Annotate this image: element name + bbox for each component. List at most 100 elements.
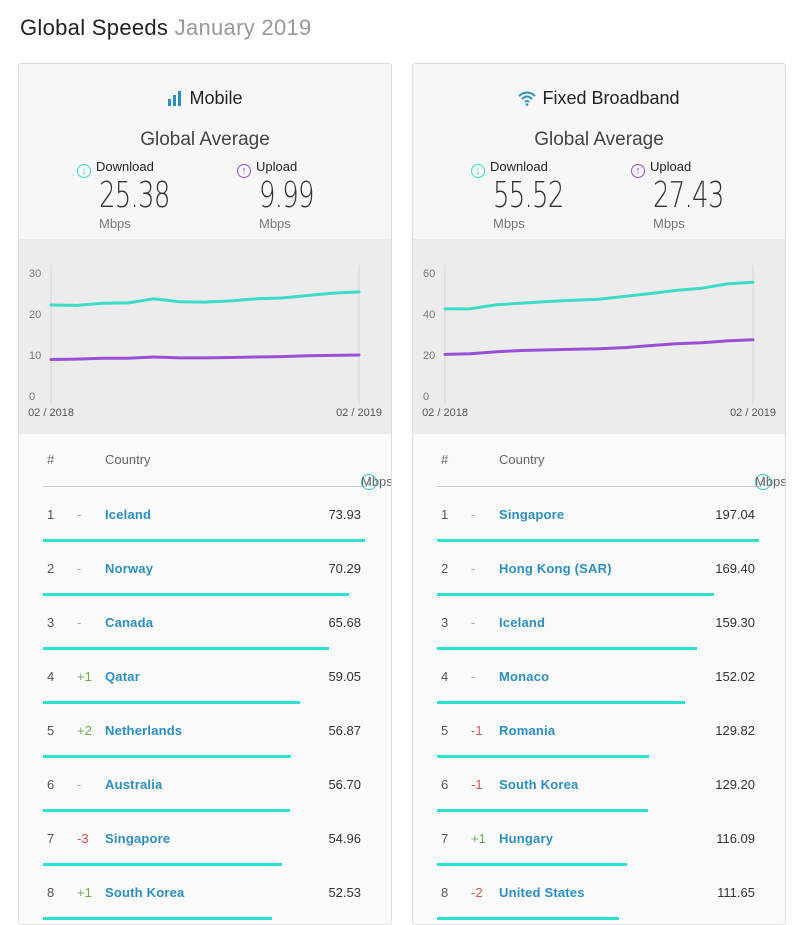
row-mbps: 54.96 [328,831,361,846]
broadband-download-unit: Mbps [493,216,525,231]
row-rank: 4 [441,669,449,684]
broadband-download-label: Download [490,159,548,174]
row-speed-bar [437,701,685,704]
list-item: 7 -3 Singapore 54.96 [19,821,391,875]
mobile-avg-title: Global Average [140,129,270,150]
broadband-upload-label: Upload [650,159,692,174]
row-country-link[interactable]: United States [499,885,585,900]
broadband-panel: Fixed Broadband Global Average ↓ Download… [412,63,786,925]
row-rank-change: - [471,561,476,576]
broadband-summary: Fixed Broadband Global Average ↓ Download… [413,64,785,240]
x-tick-label: 02 / 2019 [730,407,776,419]
row-rank-change: - [77,777,82,792]
row-mbps: 129.20 [715,777,755,792]
list-item: 5 -1 Romania 129.82 [413,713,785,767]
download-arrow-icon: ↓ [361,474,377,490]
country-column-header: Country [499,452,545,467]
row-country-link[interactable]: Romania [499,723,556,738]
broadband-line-chart: 0 20 40 60 02 / 2018 02 / 2019 [422,265,776,419]
row-rank: 8 [47,885,55,900]
list-item: 4 +1 Qatar 59.05 [19,659,391,713]
row-country-link[interactable]: Monaco [499,669,550,684]
row-rank: 5 [441,723,449,738]
row-rank: 1 [441,507,449,522]
row-rank: 4 [47,669,55,684]
list-item: 1 - Iceland 73.93 [19,497,391,551]
mobile-panel: Mobile Global Average ↓ Download 25.38 Mb… [18,63,392,925]
row-rank-change: -3 [77,831,89,846]
row-country-link[interactable]: Hungary [499,831,554,846]
row-country-link[interactable]: Netherlands [105,723,183,738]
row-rank-change: - [77,615,82,630]
row-country-link[interactable]: Australia [105,777,163,792]
mbps-header-label: Mbps [361,474,392,489]
y-tick-label: 20 [29,309,41,321]
x-tick-label: 02 / 2018 [422,407,468,419]
row-rank-change: +1 [471,831,486,846]
row-speed-bar [43,593,349,596]
broadband-title-text: Fixed Broadband [542,88,680,108]
y-tick-label: 60 [423,268,435,280]
row-rank-change: - [471,615,476,630]
list-item: 6 - Australia 56.70 [19,767,391,821]
row-rank-change: +2 [77,723,92,738]
x-tick-label: 02 / 2019 [336,407,382,419]
row-speed-bar [437,863,627,866]
upload-series-line [443,338,755,356]
row-mbps: 197.04 [715,507,755,522]
wifi-icon [518,91,537,106]
list-item: 2 - Norway 70.29 [19,551,391,605]
row-country-link[interactable]: Hong Kong (SAR) [499,561,612,576]
row-country-link[interactable]: South Korea [105,885,185,900]
row-mbps: 65.68 [328,615,361,630]
broadband-list-header: # Country ↓ Mbps [437,434,785,490]
mobile-upload-metric: ↑ Upload 9.99 Mbps [237,158,347,231]
row-rank-change: +1 [77,885,92,900]
upload-arrow-icon: ↑ [237,164,251,178]
mbps-header-label: Mbps [755,474,786,489]
y-tick-label: 20 [423,350,435,362]
row-country-link[interactable]: Singapore [105,831,171,846]
mobile-list-header: # Country ↓ Mbps [43,434,391,490]
download-arrow-icon: ↓ [755,474,771,490]
row-country-link[interactable]: Iceland [105,507,152,522]
upload-arrow-icon: ↑ [631,164,645,178]
row-rank-change: -1 [471,723,483,738]
row-country-link[interactable]: Canada [105,615,154,630]
row-speed-bar [43,755,291,758]
row-country-link[interactable]: Qatar [105,669,140,684]
country-column-header: Country [105,452,151,467]
row-rank: 7 [441,831,449,846]
row-country-link[interactable]: South Korea [499,777,579,792]
row-mbps: 73.93 [328,507,361,522]
broadband-download-metric: ↓ Download 55.52 Mbps [471,158,581,231]
upload-series-line [49,353,361,361]
row-rank: 2 [47,561,55,576]
row-mbps: 116.09 [716,831,755,846]
mobile-title-text: Mobile [189,88,243,108]
list-item: 6 -1 South Korea 129.20 [413,767,785,821]
row-speed-bar [43,809,290,812]
row-mbps: 152.02 [715,669,755,684]
mobile-upload-unit: Mbps [259,216,291,231]
download-series-line [49,290,361,307]
row-rank-change: - [77,507,82,522]
row-rank: 3 [47,615,55,630]
row-rank: 5 [47,723,55,738]
list-item: 8 +1 South Korea 52.53 [19,875,391,924]
row-country-link[interactable]: Iceland [499,615,546,630]
row-speed-bar [43,701,300,704]
row-speed-bar [43,917,272,920]
row-country-link[interactable]: Norway [105,561,154,576]
row-country-link[interactable]: Singapore [499,507,565,522]
row-speed-bar [437,917,619,920]
download-arrow-icon: ↓ [471,164,485,178]
broadband-avg-title: Global Average [534,129,664,150]
mobile-download-value: 25.38 [99,175,170,216]
list-item: 1 - Singapore 197.04 [413,497,785,551]
mobile-speed-chart: 0 10 20 30 02 / 2018 02 / 2019 [19,240,391,434]
row-mbps: 56.87 [328,723,361,738]
row-mbps: 169.40 [715,561,755,576]
list-item: 4 - Monaco 152.02 [413,659,785,713]
y-tick-label: 10 [29,350,41,362]
